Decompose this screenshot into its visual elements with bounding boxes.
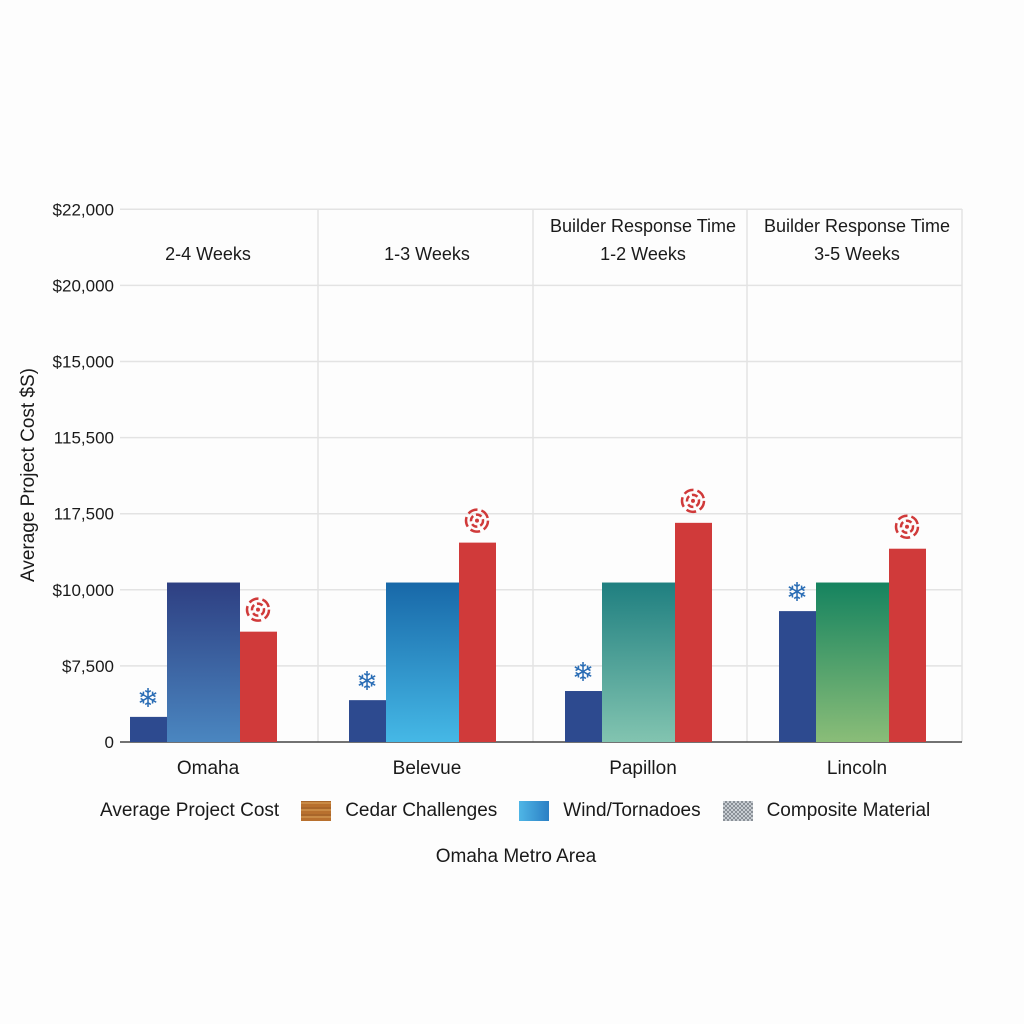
x-axis-title: Omaha Metro Area [435,846,597,867]
annotation-line1: Builder Response Time [764,216,950,236]
annotation-line2: 1-2 Weeks [600,244,686,264]
bar-wind-lincoln [889,548,926,742]
bar-snow-papillon [565,691,602,742]
annotation-line2: 3-5 Weeks [814,244,900,264]
y-tick-label: $10,000 [53,581,114,600]
bar-main-omaha [167,582,240,742]
tornado-icon [464,508,490,533]
legend-item-average-project-cost: Average Project Cost [100,800,279,822]
tornado-icon [894,514,920,539]
legend-label: Wind/Tornadoes [563,800,701,821]
annotation-line2: 1-3 Weeks [384,244,470,264]
wood-swatch-icon [301,801,332,821]
bars: ❄ 2-4 Weeks ❄ 1-3 Weeks ❄ Builder Response Ti… [130,216,950,742]
y-tick-label: $20,000 [53,276,114,295]
gray-swatch-icon [722,801,753,821]
bar-snow-belevue [349,700,386,742]
legend-item-composite: Composite Material [722,800,931,822]
snowflake-icon: ❄ [786,577,808,607]
x-tick-label: Omaha [177,758,240,779]
legend-item-wind: Wind/Tornadoes [519,800,701,822]
bar-snow-lincoln [779,611,816,742]
y-tick-label: 0 [105,733,114,752]
bar-wind-papillon [675,522,712,742]
x-axis: Omaha Belevue Papillon Lincoln [177,758,887,779]
snowflake-icon: ❄ [572,657,594,687]
legend-label: Average Project Cost [100,800,280,821]
bar-main-lincoln [816,582,889,742]
annotation-line1: Builder Response Time [550,216,736,236]
bar-main-belevue [386,582,459,742]
y-tick-label: $15,000 [53,353,114,372]
y-tick-label: $22,000 [53,200,114,219]
y-tick-label: $7,500 [62,657,114,676]
legend-item-cedar: Cedar Challenges [301,800,497,822]
blue-swatch-icon [519,801,550,821]
y-tick-label: 117,500 [54,505,114,524]
x-tick-label: Lincoln [827,758,887,779]
y-axis-title: Average Project Cost $S) [18,368,39,582]
annotation-line2: 2-4 Weeks [165,244,251,264]
snowflake-icon: ❄ [137,683,159,713]
snowflake-icon: ❄ [356,666,378,696]
bar-snow-omaha [130,716,167,742]
x-tick-label: Papillon [609,758,677,779]
legend-label: Cedar Challenges [345,800,498,821]
bar-wind-omaha [240,631,277,742]
y-axis: 0 $7,500 $10,000 117,500 115,500 $15,000 $20,0… [53,200,114,752]
bar-wind-belevue [459,542,496,742]
tornado-icon [245,597,271,622]
y-tick-label: 115,500 [54,429,114,448]
bar-main-papillon [602,582,675,742]
tornado-icon [680,488,706,514]
legend-label: Composite Material [766,800,931,821]
x-tick-label: Belevue [393,758,462,779]
legend: Average Project Cost Cedar Challenges Wi… [100,800,952,822]
